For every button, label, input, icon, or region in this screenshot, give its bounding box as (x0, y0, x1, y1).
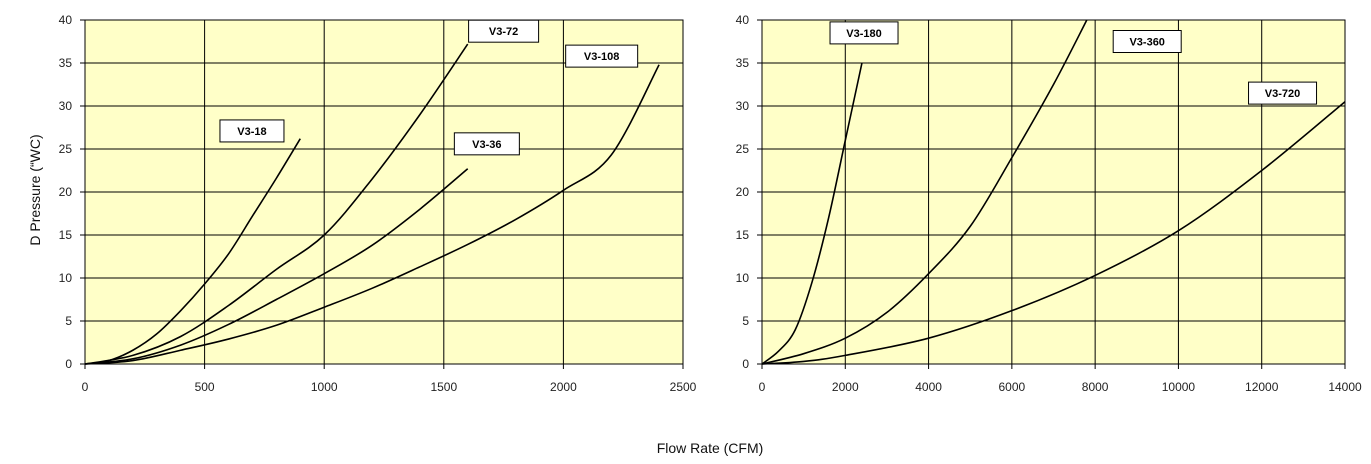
y-tick-label: 0 (742, 357, 749, 371)
x-tick-label: 12000 (1245, 380, 1279, 394)
series-line-v3-360 (761, 19, 1088, 365)
chart-panel-1: 0 5 10 15 20 25 30 35 40 0 500 1000 1500 2000 2500 V3-1… (59, 13, 697, 394)
x-tick-label: 1500 (430, 380, 457, 394)
x-tick-label: 2500 (670, 380, 697, 394)
series-label-v3-72: V3-72 (489, 26, 518, 38)
y-tick-label: 40 (736, 13, 750, 27)
y-tick-label: 30 (59, 99, 73, 113)
series-label-box-v3-180 (829, 21, 899, 45)
x-tick-label: 0 (759, 380, 766, 394)
series-line-v3-108 (84, 64, 660, 365)
series-line-v3-36 (84, 168, 469, 365)
series-label-v3-360: V3-360 (1129, 37, 1164, 49)
series-line-v3-18 (84, 138, 301, 365)
y-tick-label: 15 (59, 228, 73, 242)
series-label-v3-108: V3-108 (584, 51, 619, 63)
y-tick-label: 30 (736, 99, 750, 113)
x-tick-label: 2000 (832, 380, 859, 394)
series-label-box-v3-360 (1112, 30, 1182, 53)
series-label-box-v3-108 (565, 44, 639, 68)
y-tick-label: 25 (59, 142, 73, 156)
y-tick-label: 10 (736, 271, 750, 285)
series-label-v3-36: V3-36 (472, 139, 501, 151)
series-line-v3-180 (761, 62, 863, 365)
y-tick-label: 20 (59, 185, 73, 199)
series-label-box-v3-720 (1248, 81, 1318, 105)
x-tick-label: 500 (195, 380, 215, 394)
x-tick-label: 1000 (311, 380, 338, 394)
y-tick-label: 5 (742, 314, 749, 328)
series-label-box-v3-72 (468, 19, 540, 43)
y-tick-label: 15 (736, 228, 750, 242)
x-tick-label: 2000 (550, 380, 577, 394)
y-tick-label: 40 (59, 13, 73, 27)
series-label-box-v3-36 (453, 132, 520, 156)
y-tick-label: 10 (59, 271, 73, 285)
series-line-v3-720 (761, 101, 1346, 365)
x-tick-label: 10000 (1162, 380, 1196, 394)
series-label-v3-18: V3-18 (237, 126, 266, 138)
y-tick-label: 35 (59, 56, 73, 70)
x-axis-title: Flow Rate (CFM) (657, 440, 764, 456)
series-label-box-v3-18 (219, 119, 285, 143)
y-tick-label: 25 (736, 142, 750, 156)
series-label-v3-180: V3-180 (846, 28, 881, 40)
x-tick-label: 14000 (1328, 380, 1362, 394)
y-tick-label: 5 (65, 314, 72, 328)
series-line-v3-72 (84, 43, 469, 365)
x-tick-label: 6000 (999, 380, 1026, 394)
series-label-v3-720: V3-720 (1265, 88, 1300, 100)
x-tick-label: 8000 (1082, 380, 1109, 394)
y-tick-label: 35 (736, 56, 750, 70)
x-tick-label: 4000 (915, 380, 942, 394)
x-tick-label: 0 (82, 380, 89, 394)
chart-panel-2: 0 5 10 15 20 25 30 35 40 0 2000 4000 6000 8000 10000 12… (736, 13, 1362, 394)
y-tick-label: 0 (65, 357, 72, 371)
y-tick-label: 20 (736, 185, 750, 199)
y-axis-title: D Pressure (“WC) (27, 134, 43, 245)
